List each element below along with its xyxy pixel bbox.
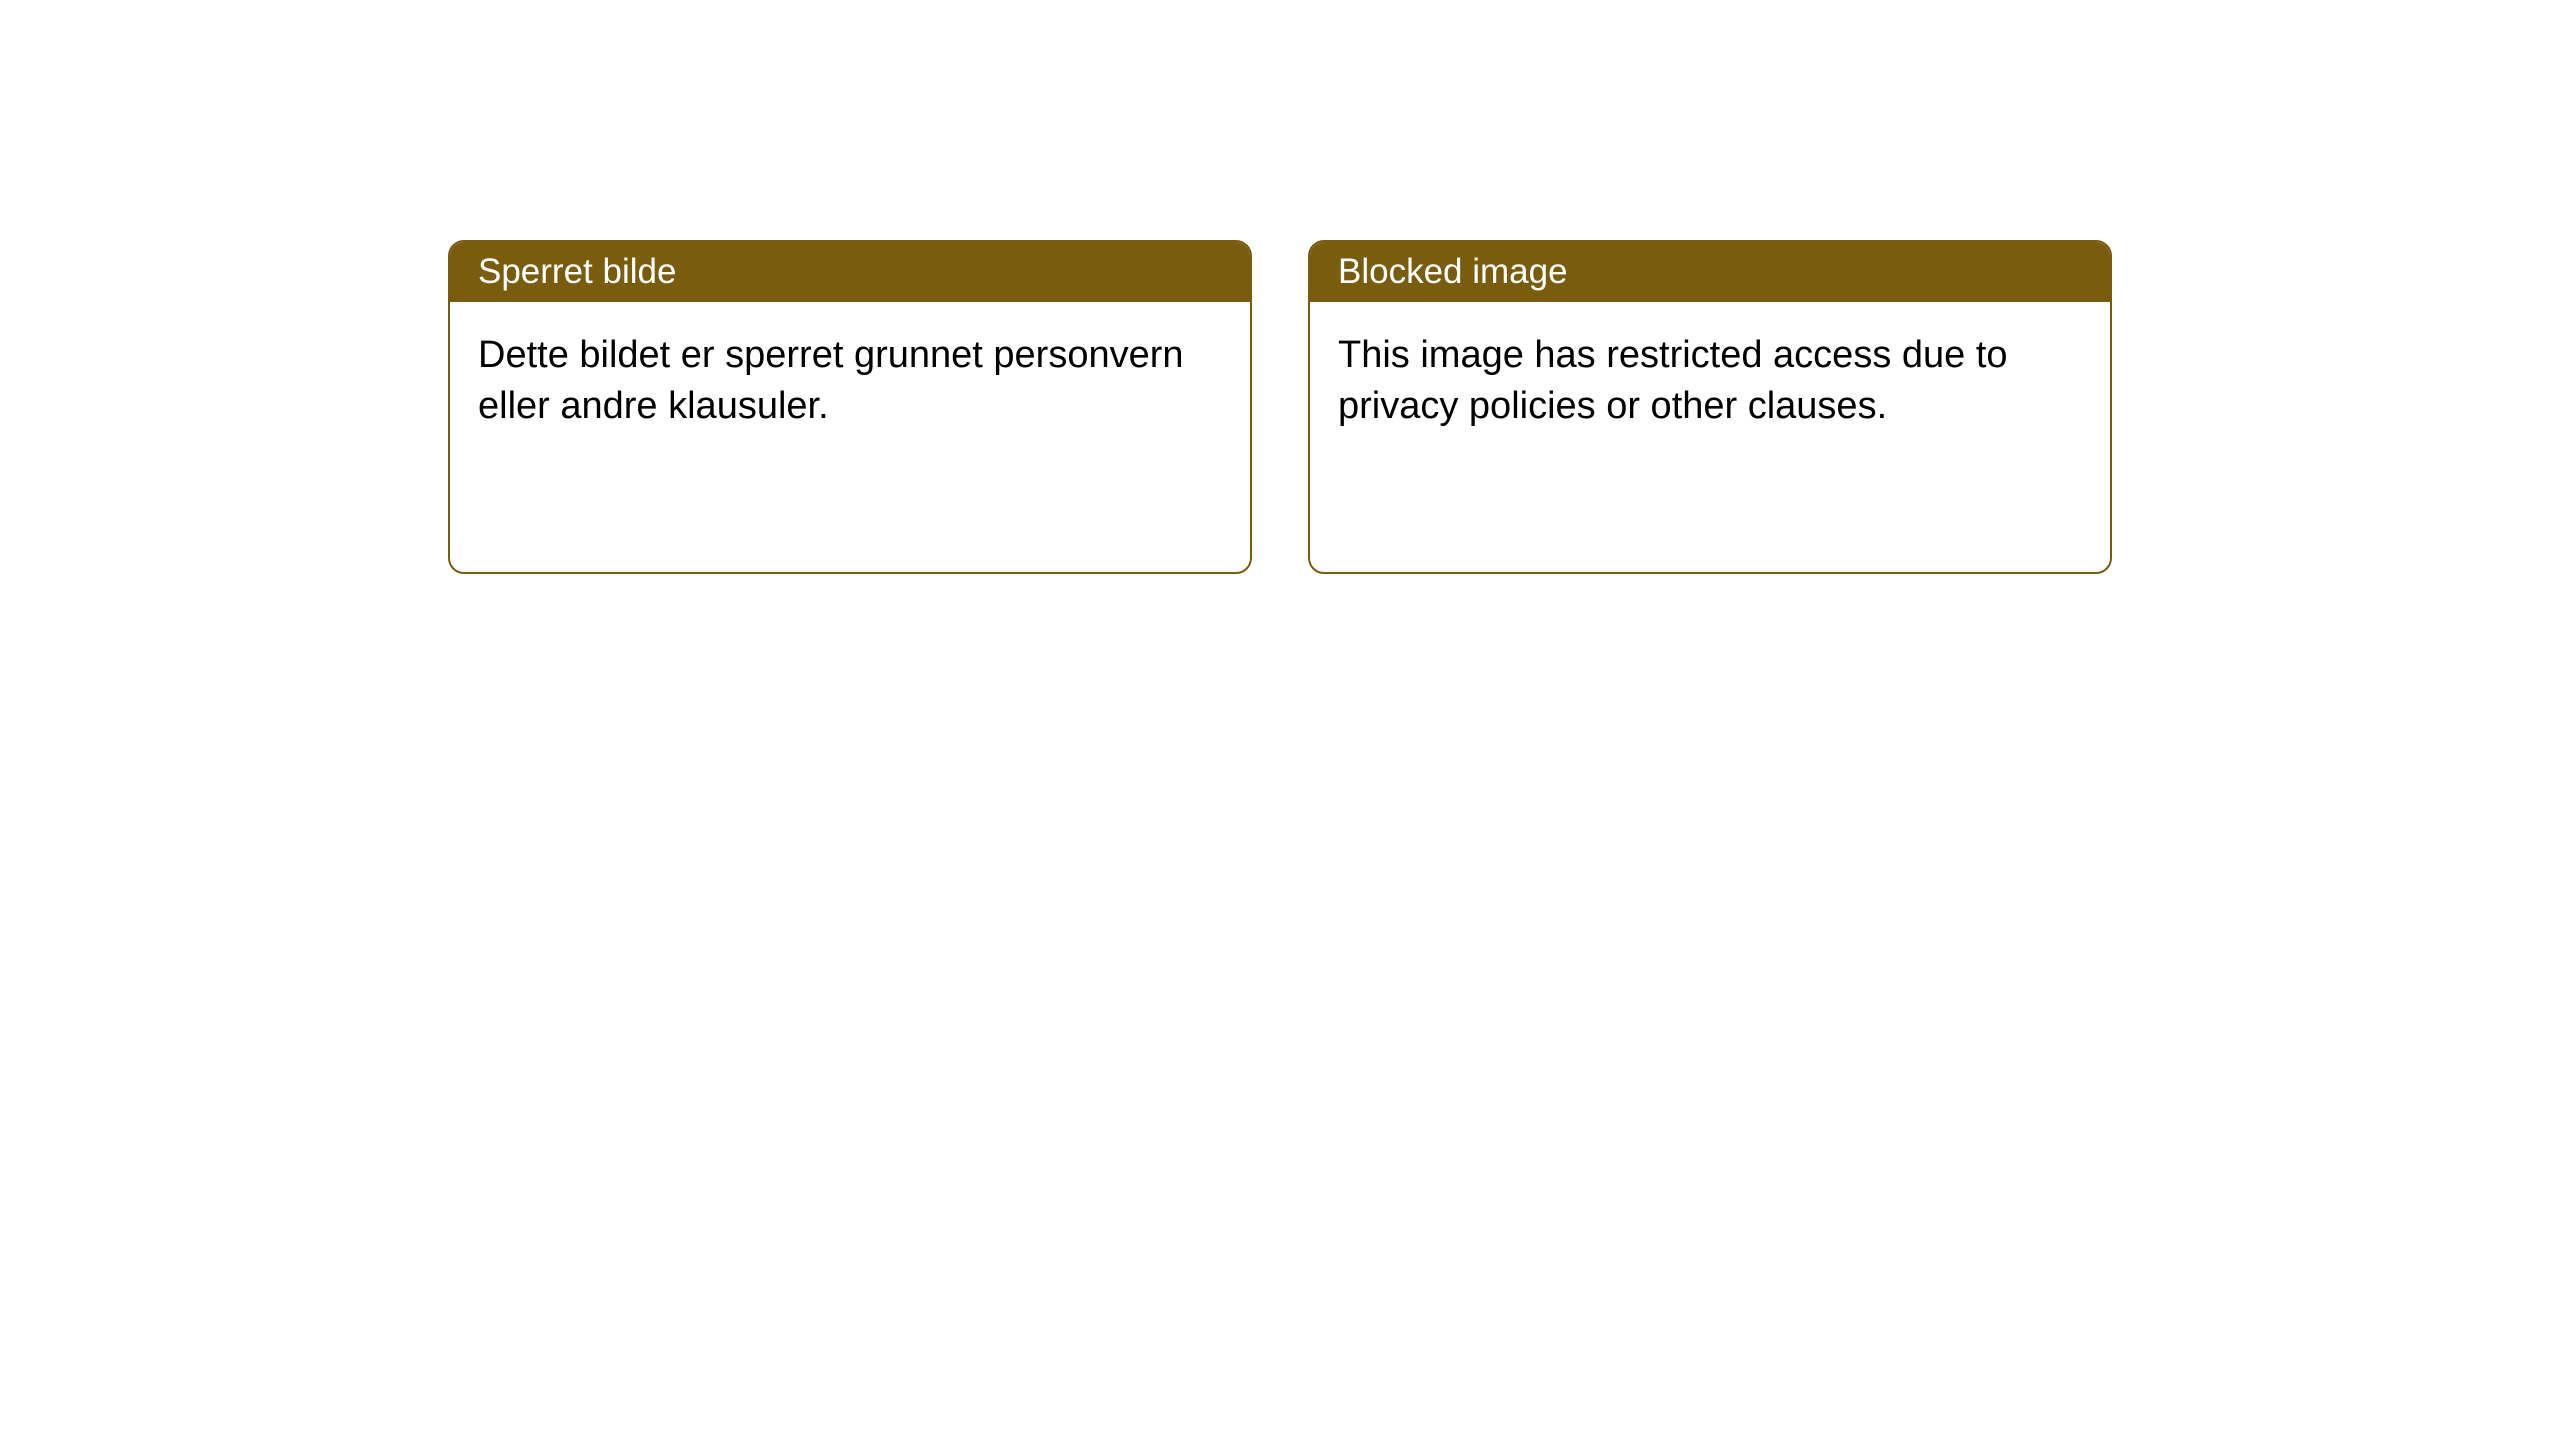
card-body: Dette bildet er sperret grunnet personve… — [450, 302, 1250, 461]
blocked-image-cards: Sperret bilde Dette bildet er sperret gr… — [448, 240, 2112, 574]
card-body: This image has restricted access due to … — [1310, 302, 2110, 461]
card-header: Blocked image — [1310, 242, 2110, 302]
blocked-image-card-english: Blocked image This image has restricted … — [1308, 240, 2112, 574]
card-header: Sperret bilde — [450, 242, 1250, 302]
blocked-image-card-norwegian: Sperret bilde Dette bildet er sperret gr… — [448, 240, 1252, 574]
